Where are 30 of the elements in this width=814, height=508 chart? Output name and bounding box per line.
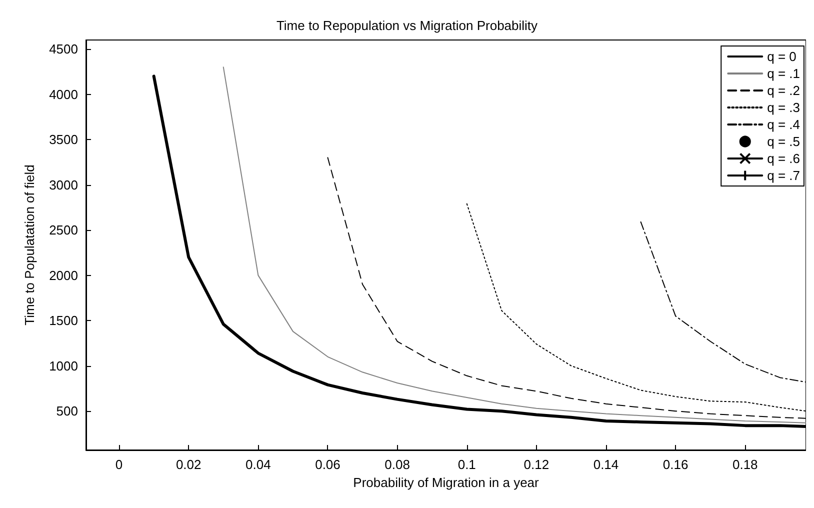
legend-label: q = .5 xyxy=(767,134,800,149)
y-axis-title: Time to Populatation of field xyxy=(22,164,37,326)
y-tick-label: 3500 xyxy=(49,132,78,148)
x-tick-label: 0.1 xyxy=(458,457,476,472)
y-tick-label: 4500 xyxy=(49,42,78,57)
legend-label: q = .2 xyxy=(767,83,800,98)
y-tick-label: 4000 xyxy=(49,86,78,102)
y-tick-label: 2500 xyxy=(49,222,78,238)
x-tick-label: 0.04 xyxy=(246,457,271,472)
x-axis-title: Probability of Migration in a year xyxy=(353,474,540,490)
y-tick-label: 1500 xyxy=(49,313,78,328)
legend-label: q = .3 xyxy=(767,100,800,115)
legend-label: q = .6 xyxy=(767,151,800,166)
y-tick-label: 1000 xyxy=(49,358,78,374)
x-tick-label: 0.06 xyxy=(315,457,340,472)
x-tick-label: 0.02 xyxy=(176,457,202,472)
legend-label: q = .7 xyxy=(767,168,800,183)
y-tick-label: 2000 xyxy=(49,268,78,283)
y-tick-label: 3000 xyxy=(49,177,78,192)
y-tick-label: 500 xyxy=(56,404,78,419)
chart-title: Time to Repopulation vs Migration Probability xyxy=(276,18,538,33)
x-tick-label: 0.18 xyxy=(732,457,758,472)
x-tick-label: 0 xyxy=(115,457,123,472)
legend-label: q = 0 xyxy=(767,49,796,64)
legend-label: q = .4 xyxy=(767,117,800,132)
x-tick-label: 0.08 xyxy=(384,457,410,472)
legend-label: q = .1 xyxy=(767,66,800,81)
x-tick-label: 0.12 xyxy=(524,457,550,472)
x-tick-label: 0.14 xyxy=(593,457,619,472)
x-tick-label: 0.16 xyxy=(662,457,688,472)
